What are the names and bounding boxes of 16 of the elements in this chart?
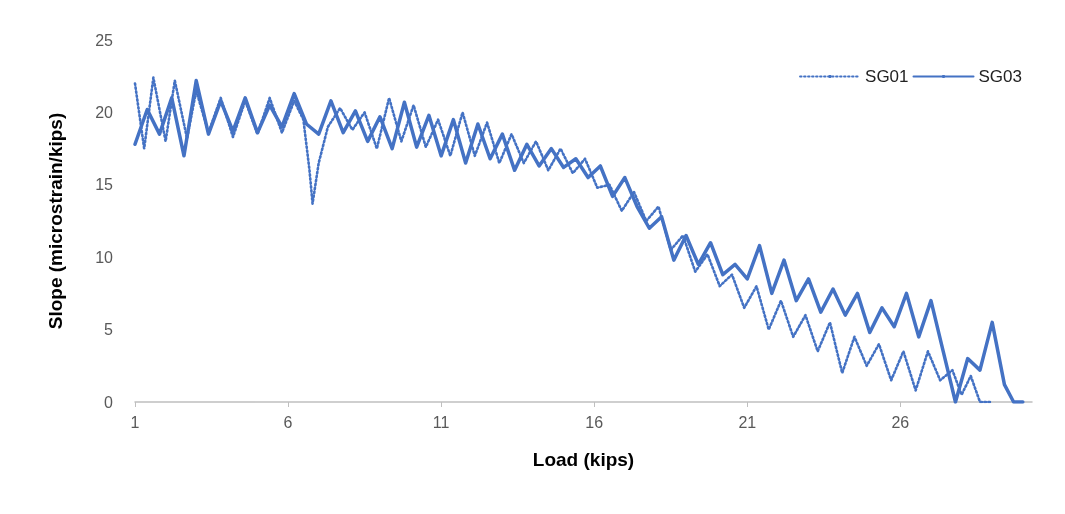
- y-tick-label: 5: [104, 321, 114, 339]
- x-axis-title: Load (kips): [532, 449, 635, 470]
- y-tick-label: 0: [104, 393, 114, 411]
- legend-label: SG01: [865, 67, 909, 86]
- y-tick-label: 15: [95, 176, 114, 194]
- y-tick-label: 25: [95, 31, 114, 49]
- x-tick-label: 26: [891, 413, 910, 431]
- y-tick-label: 20: [95, 103, 114, 121]
- x-tick-label: 21: [738, 413, 757, 431]
- legend-label: SG03: [978, 67, 1023, 86]
- x-tick-label: 11: [432, 413, 450, 431]
- x-tick-label: 16: [585, 413, 604, 431]
- y-tick-label: 10: [95, 248, 114, 266]
- x-tick-label: 6: [283, 413, 293, 431]
- x-tick-label: 1: [130, 413, 140, 431]
- y-axis-title: Slope (microstrain/kips): [45, 112, 66, 330]
